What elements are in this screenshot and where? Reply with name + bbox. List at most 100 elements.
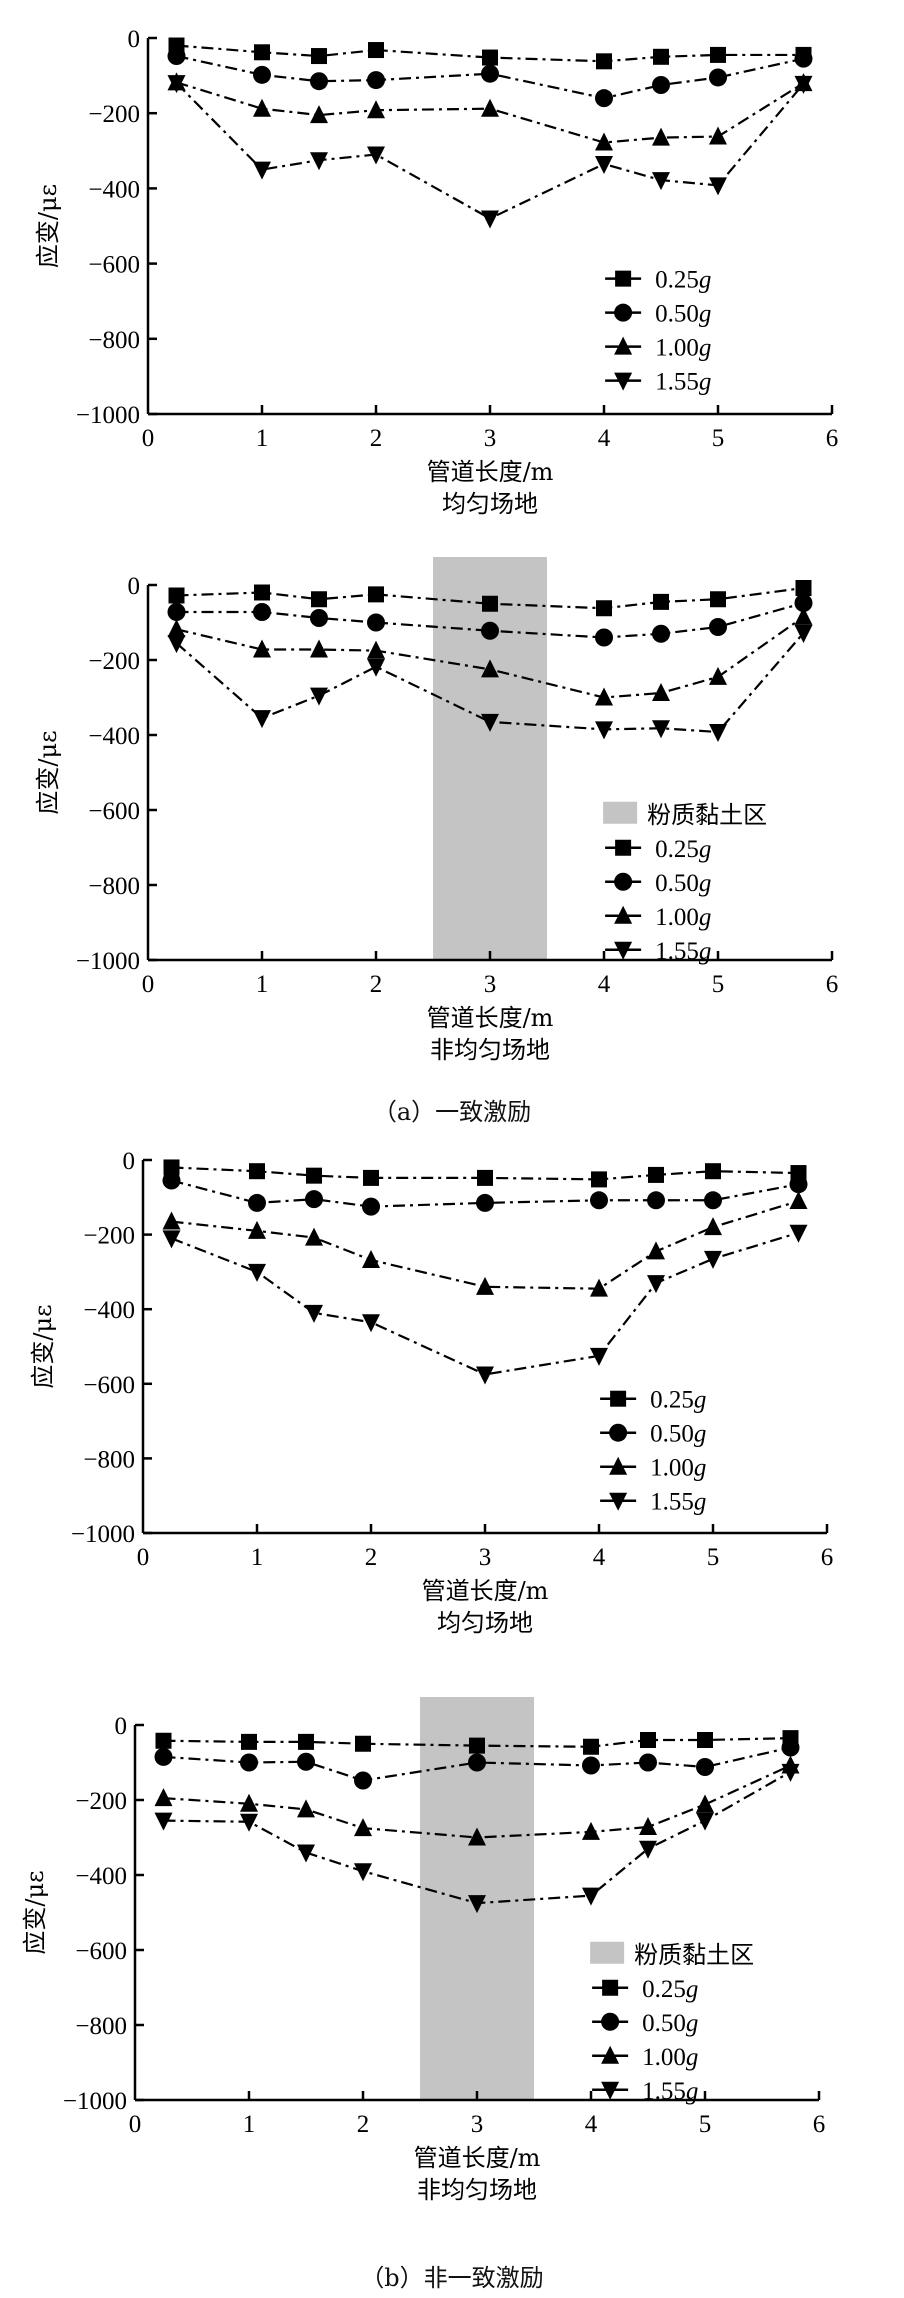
data-point-1.00g xyxy=(253,639,271,658)
data-point-1.00g xyxy=(468,1827,486,1846)
x-tick-label: 5 xyxy=(712,425,725,452)
y-tick-label: −600 xyxy=(88,798,140,825)
legend-marker-0.50g xyxy=(614,872,633,891)
y-tick-label: −200 xyxy=(88,648,140,675)
data-point-1.55g xyxy=(468,1895,486,1914)
y-tick-label: −1000 xyxy=(63,2088,127,2115)
data-point-0.25g xyxy=(254,44,270,61)
y-tick-label: −1000 xyxy=(76,402,140,429)
x-tick-label: 1 xyxy=(256,971,269,998)
data-point-1.55g xyxy=(253,710,271,729)
data-point-0.50g xyxy=(310,72,328,91)
data-point-0.25g xyxy=(653,48,669,65)
legend-marker-1.55g xyxy=(609,1492,628,1511)
data-point-0.25g xyxy=(163,1159,180,1176)
data-point-0.50g xyxy=(704,1191,722,1210)
data-point-0.25g xyxy=(583,1738,599,1755)
data-point-0.25g xyxy=(596,600,612,617)
data-point-0.50g xyxy=(167,603,186,621)
x-tick-label: 2 xyxy=(365,1544,378,1571)
data-point-1.00g xyxy=(297,1799,315,1818)
series-line-1.00g xyxy=(171,1199,799,1290)
caption-a: （a）一致激励 xyxy=(372,1098,532,1126)
data-point-0.50g xyxy=(652,76,670,94)
data-point-0.50g xyxy=(639,1753,657,1772)
data-point-1.00g xyxy=(652,683,670,701)
data-point-0.25g xyxy=(254,584,270,601)
y-tick-label: 0 xyxy=(128,26,141,53)
series-line-0.50g xyxy=(176,54,804,100)
data-point-0.50g xyxy=(468,1753,486,1772)
caption-b: （b）非一致激励 xyxy=(360,2264,544,2292)
legend-label-0.50g: 0.50g xyxy=(650,1421,706,1448)
data-point-1.00g xyxy=(595,132,613,151)
data-point-1.00g xyxy=(162,1211,181,1230)
data-point-1.55g xyxy=(652,172,670,191)
y-axis-label: 应变/με xyxy=(34,730,62,814)
site-label: 非均匀场地 xyxy=(417,2176,537,2204)
data-point-0.25g xyxy=(710,46,726,63)
y-tick-label: −800 xyxy=(88,327,140,354)
x-tick-label: 3 xyxy=(471,2111,484,2138)
legend-marker-1.55g xyxy=(614,372,633,391)
y-tick-label: −800 xyxy=(88,873,140,900)
data-point-1.55g xyxy=(794,75,813,94)
data-point-0.50g xyxy=(709,618,727,636)
x-tick-label: 5 xyxy=(712,971,725,998)
data-point-1.55g xyxy=(154,1812,173,1831)
y-tick-label: −400 xyxy=(75,1863,127,1890)
y-tick-label: −600 xyxy=(83,1372,135,1399)
silty-clay-zone xyxy=(433,557,547,960)
data-point-0.50g xyxy=(794,594,813,612)
data-point-1.00g xyxy=(652,127,670,146)
data-point-0.50g xyxy=(154,1747,173,1766)
legend-marker-0.25g xyxy=(615,839,632,856)
data-point-1.00g xyxy=(481,98,499,117)
data-point-1.55g xyxy=(781,1763,800,1782)
data-point-1.55g xyxy=(162,1230,181,1249)
x-axis-label: 管道长度/m xyxy=(422,1577,549,1605)
series-line-0.25g xyxy=(171,1166,799,1181)
legend-marker-0.25g xyxy=(615,270,632,287)
legend-label-0.50g: 0.50g xyxy=(655,301,711,328)
y-tick-label: 0 xyxy=(123,1148,136,1175)
data-point-0.25g xyxy=(311,48,327,65)
x-tick-label: 0 xyxy=(129,2111,142,2138)
data-point-0.25g xyxy=(249,1163,265,1180)
legend-label-1.55g: 1.55g xyxy=(655,938,711,965)
y-tick-label: −200 xyxy=(75,1788,127,1815)
data-point-1.55g xyxy=(789,1224,808,1243)
data-point-1.00g xyxy=(789,1191,808,1210)
data-point-1.55g xyxy=(310,687,328,706)
y-tick-label: −400 xyxy=(88,176,140,203)
x-tick-label: 1 xyxy=(256,425,269,452)
data-point-0.50g xyxy=(590,1191,608,1210)
y-tick-label: −800 xyxy=(83,1446,135,1473)
data-point-0.50g xyxy=(248,1193,266,1212)
data-point-1.00g xyxy=(305,1227,323,1246)
data-point-1.55g xyxy=(704,1250,722,1269)
data-point-0.25g xyxy=(477,1169,493,1186)
data-point-1.00g xyxy=(253,98,271,117)
data-point-0.50g xyxy=(240,1753,258,1772)
y-tick-label: −1000 xyxy=(71,1521,135,1548)
data-point-0.50g xyxy=(162,1171,181,1190)
legend-marker-0.50g xyxy=(609,1423,628,1442)
data-point-0.25g xyxy=(311,591,327,608)
x-axis-label: 管道长度/m xyxy=(427,1004,554,1032)
data-point-0.50g xyxy=(652,624,670,643)
data-point-0.25g xyxy=(482,49,498,66)
data-point-1.00g xyxy=(481,659,499,678)
x-tick-label: 1 xyxy=(251,1544,264,1571)
legend-marker-1.00g xyxy=(614,905,633,924)
data-point-1.00g xyxy=(354,1818,372,1837)
data-point-1.55g xyxy=(582,1887,600,1906)
data-point-0.50g xyxy=(781,1738,800,1757)
site-label: 均匀场地 xyxy=(437,1609,533,1637)
data-point-1.00g xyxy=(476,1276,494,1295)
data-point-1.00g xyxy=(362,1249,380,1268)
data-point-1.00g xyxy=(709,126,727,145)
data-point-0.25g xyxy=(306,1167,322,1184)
